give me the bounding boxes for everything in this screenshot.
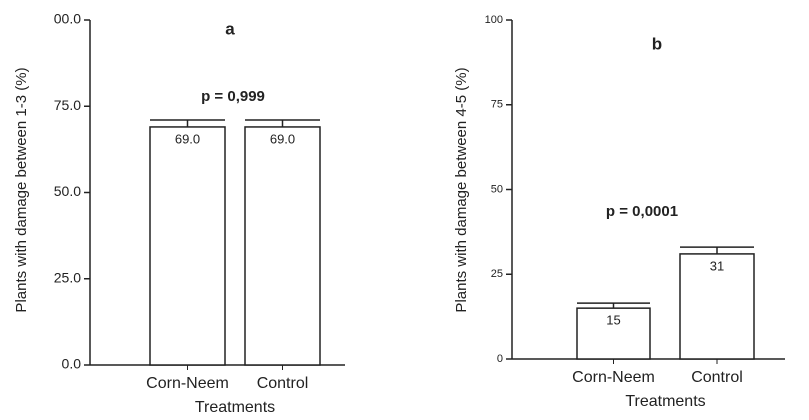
- y-tick-label: 0.0: [62, 356, 82, 372]
- bar: [679, 253, 755, 360]
- x-tick-label: Corn-Neem: [146, 375, 229, 392]
- chart-title: a: [225, 19, 235, 38]
- y-tick-label: 50.0: [54, 183, 81, 199]
- x-tick-label: Control: [691, 369, 743, 386]
- y-axis-label: Plants with damage between 4-5 (%): [453, 67, 470, 312]
- value-label: 15: [606, 313, 620, 328]
- y-tick-label: 100: [485, 14, 503, 26]
- bar: [149, 126, 226, 366]
- annotation: p = 0,0001: [606, 203, 678, 220]
- x-axis-label: Treatments: [195, 399, 275, 416]
- value-label: 69.0: [270, 131, 295, 146]
- x-axis-label: Treatments: [625, 393, 705, 410]
- y-tick-label: 25.0: [54, 269, 81, 285]
- y-tick-label: 0: [497, 353, 503, 365]
- value-label: 69.0: [175, 131, 200, 146]
- chart-title: b: [652, 34, 662, 53]
- y-tick-label: 50: [491, 183, 503, 195]
- annotation: p = 0,999: [201, 88, 265, 105]
- y-tick-label: 25: [491, 268, 503, 280]
- bar: [244, 126, 321, 366]
- x-tick-label: Corn-Neem: [572, 369, 655, 386]
- y-tick-label: 00.0: [54, 11, 81, 27]
- y-tick-label: 75.0: [54, 97, 81, 113]
- y-tick-label: 75: [491, 99, 503, 111]
- x-tick-label: Control: [257, 375, 309, 392]
- value-label: 31: [710, 258, 724, 273]
- y-axis-label: Plants with damage between 1-3 (%): [13, 67, 30, 312]
